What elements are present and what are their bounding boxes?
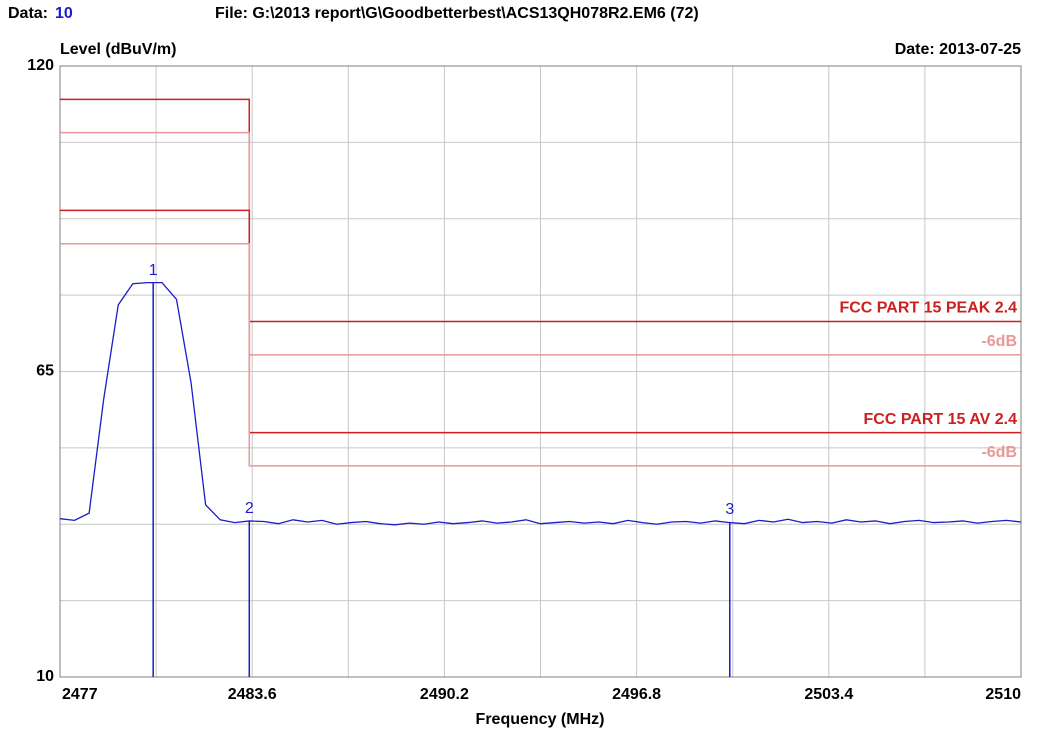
limit-label: FCC PART 15 PEAK 2.4 (839, 300, 1017, 317)
x-tick-label: 2503.4 (804, 686, 853, 703)
trace (59, 281, 1022, 526)
x-tick-label: 2496.8 (612, 686, 661, 703)
limit-line (60, 242, 1021, 467)
limit-label: FCC PART 15 AV 2.4 (863, 411, 1017, 428)
data-label: Data: (8, 5, 48, 22)
marker-label: 2 (245, 500, 254, 517)
x-tick-label: 2477 (62, 686, 98, 703)
file-name: File: G:\2013 report\G\Goodbetterbest\AC… (215, 5, 699, 22)
limit-label: -6dB (981, 444, 1017, 461)
limit-label: -6dB (981, 333, 1017, 350)
y-tick-label: 65 (36, 363, 54, 380)
x-tick-label: 2483.6 (228, 686, 277, 703)
marker-label: 3 (725, 501, 734, 518)
x-tick-label: 2490.2 (420, 686, 469, 703)
x-tick-label: 2510 (985, 686, 1021, 703)
plot-border (59, 65, 1022, 678)
y-tick-label: 10 (36, 668, 54, 685)
date: Date: 2013-07-25 (895, 41, 1021, 58)
data-number: 10 (55, 5, 73, 22)
x-axis-label: Frequency (MHz) (476, 711, 605, 728)
marker-label: 1 (149, 262, 158, 279)
y-tick-label: 120 (27, 57, 54, 74)
y-axis-label: Level (dBuV/m) (60, 41, 176, 58)
